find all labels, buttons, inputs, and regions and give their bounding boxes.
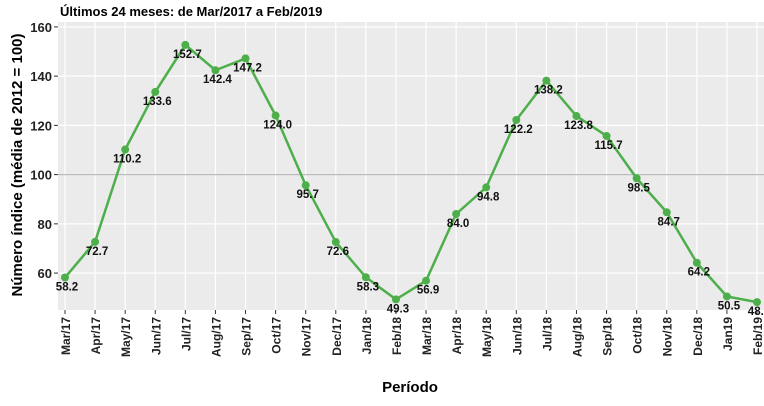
point	[572, 112, 581, 121]
data-label: 133.6	[143, 96, 172, 108]
point	[301, 181, 310, 190]
point	[121, 145, 130, 154]
x-tick-label: Aug/17	[209, 317, 223, 357]
y-tick-label: 160	[30, 20, 52, 35]
x-tick-label: Oct/17	[270, 317, 284, 354]
data-label: 58.2	[56, 282, 78, 294]
data-label: 72.6	[327, 246, 349, 258]
data-label: 98.5	[627, 182, 650, 194]
point	[361, 273, 370, 282]
point	[692, 258, 701, 267]
x-tick-label: Jun/18	[510, 317, 524, 355]
point	[241, 54, 250, 63]
data-label: 94.8	[477, 191, 500, 203]
data-label: 58.3	[357, 281, 379, 293]
x-tick-label: Jul/18	[540, 317, 554, 351]
point	[211, 66, 220, 75]
data-label: 138.2	[534, 85, 563, 97]
x-tick-label: Feb/18	[390, 317, 404, 355]
data-label: 122.2	[504, 124, 533, 136]
plot-panel	[58, 22, 764, 310]
point	[422, 276, 431, 285]
point	[452, 210, 461, 218]
point	[542, 76, 551, 85]
data-label: 95.7	[297, 189, 319, 201]
point	[632, 174, 641, 183]
point	[391, 295, 400, 304]
data-label: 48.2	[748, 306, 764, 318]
point	[61, 273, 69, 282]
point	[753, 298, 761, 307]
x-tick-label: Jul/17	[179, 317, 193, 351]
x-tick-label: Jan/18	[360, 317, 374, 355]
point	[512, 115, 521, 124]
y-tick-label: 140	[30, 69, 52, 84]
data-label: 84.0	[447, 218, 469, 230]
chart-subtitle: Últimos 24 meses: de Mar/2017 a Feb/2019	[60, 4, 322, 19]
data-label: 147.2	[233, 62, 262, 74]
point	[331, 238, 340, 247]
y-tick-label: 60	[38, 266, 52, 281]
x-tick-label: May/17	[119, 317, 133, 357]
data-label: 49.3	[387, 303, 409, 315]
x-tick-label: Aug/18	[570, 317, 584, 357]
line	[64, 43, 758, 304]
data-label: 110.2	[113, 154, 141, 166]
x-tick-label: Dec/17	[330, 317, 344, 356]
x-tick-label: Dec/18	[691, 317, 705, 356]
data-label: 142.4	[203, 74, 232, 86]
point	[271, 111, 280, 120]
x-tick-label: Oct/18	[631, 317, 645, 354]
data-label: 64.2	[688, 267, 710, 279]
x-tick-label: Apr/18	[450, 317, 464, 355]
data-label: 123.8	[564, 120, 593, 132]
x-axis-label: Período	[382, 379, 438, 396]
x-tick-label: May/18	[480, 317, 494, 357]
data-label: 115.7	[594, 140, 622, 152]
data-label: 152.7	[173, 49, 202, 61]
point	[482, 183, 491, 192]
x-tick-label: Nov/18	[661, 317, 675, 357]
data-label: 124.0	[263, 120, 292, 132]
data-label: 56.9	[417, 285, 439, 297]
x-tick-label: Nov/17	[300, 317, 314, 357]
data-label: 50.5	[718, 300, 741, 312]
y-tick-label: 80	[38, 217, 52, 232]
point	[91, 237, 100, 246]
point	[181, 40, 190, 49]
x-tick-label: Jan19	[721, 317, 735, 351]
y-axis-label: Número índice (média de 2012 = 100)	[9, 33, 26, 296]
x-tick-label: Feb/19	[751, 317, 764, 355]
point	[662, 208, 671, 217]
x-tick-label: Sep/18	[601, 317, 615, 356]
x-tick-label: Apr/17	[89, 317, 103, 355]
x-tick-label: Mar/17	[59, 317, 73, 355]
point	[151, 87, 160, 96]
x-tick-label: Mar/18	[420, 317, 434, 355]
x-tick-label: Jun/17	[149, 317, 163, 355]
point	[602, 131, 611, 140]
x-tick-label: Sep/17	[240, 317, 254, 356]
point	[722, 292, 731, 301]
y-tick-label: 100	[30, 168, 52, 183]
data-label: 84.7	[658, 216, 680, 228]
y-tick-label: 120	[30, 118, 52, 133]
data-label: 72.7	[86, 246, 108, 258]
